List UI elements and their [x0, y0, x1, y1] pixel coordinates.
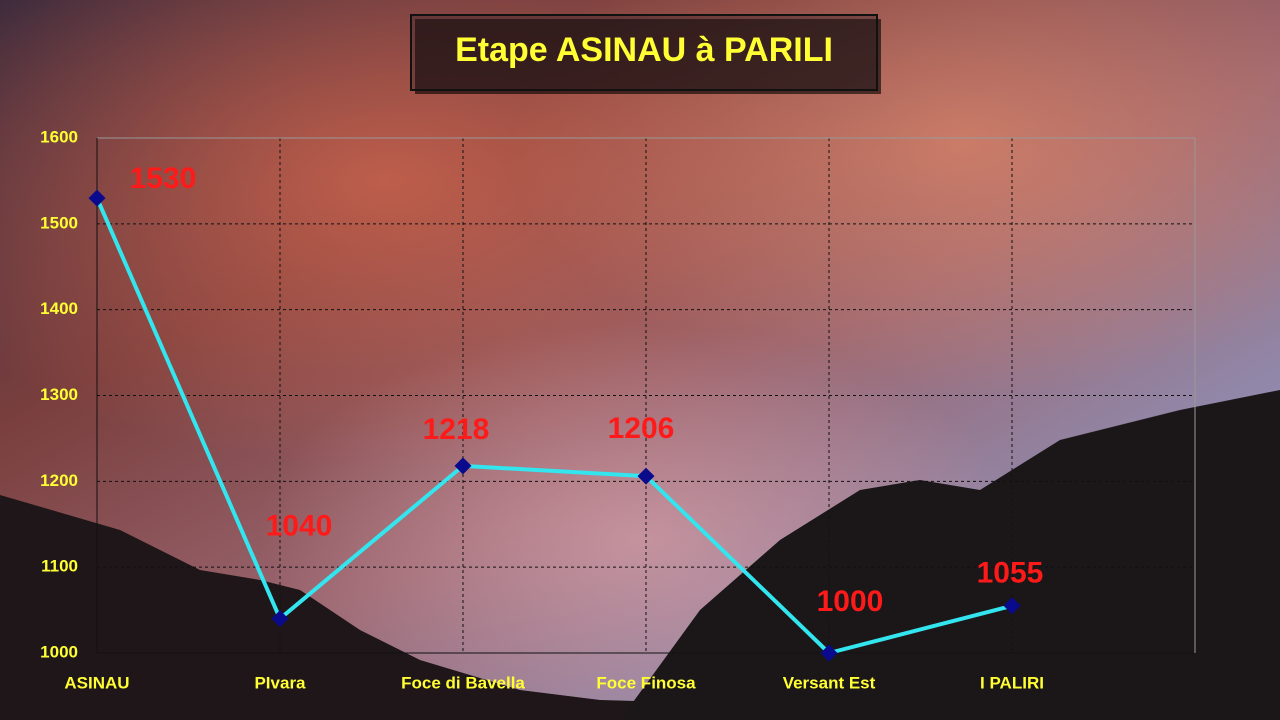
marker [271, 610, 289, 628]
marker [88, 189, 106, 207]
y-tick-label: 1500 [40, 213, 78, 232]
data-label: 1000 [817, 585, 884, 618]
x-tick-label: ASINAU [64, 673, 129, 692]
y-tick-label: 1300 [40, 385, 78, 404]
series-line [95, 197, 1013, 655]
y-tick-label: 1600 [40, 127, 78, 146]
y-tick-label: 1000 [40, 642, 78, 661]
x-tick-label: Versant Est [783, 673, 876, 692]
data-label: 1206 [608, 412, 675, 445]
y-tick-label: 1100 [41, 557, 78, 576]
data-label: 1530 [130, 162, 197, 195]
marker [637, 467, 655, 485]
x-tick-label: PIvara [254, 673, 306, 692]
data-label: 1040 [266, 510, 333, 543]
x-tick-label: Foce Finosa [596, 673, 696, 692]
marker [1003, 597, 1021, 615]
marker [820, 644, 838, 662]
x-tick-label: I PALIRI [980, 673, 1044, 692]
marker [454, 457, 472, 475]
y-tick-label: 1200 [40, 471, 78, 490]
y-tick-label: 1400 [40, 299, 78, 318]
data-label: 1218 [423, 413, 490, 446]
title-box: Etape ASINAU à PARILI [410, 14, 881, 94]
x-tick-label: Foce di Bavella [401, 673, 525, 692]
data-label: 1055 [977, 557, 1044, 590]
chart-title: Etape ASINAU à PARILI [455, 31, 833, 69]
